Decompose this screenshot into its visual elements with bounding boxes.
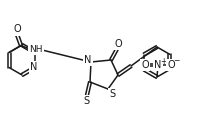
Text: O: O: [167, 60, 175, 70]
Text: O: O: [114, 39, 122, 49]
Text: NH: NH: [29, 45, 43, 54]
Text: S: S: [83, 96, 89, 106]
Text: N: N: [30, 63, 38, 72]
Text: S: S: [109, 89, 115, 99]
Text: N: N: [84, 55, 92, 65]
Text: +: +: [160, 57, 166, 65]
Text: O: O: [13, 24, 21, 34]
Text: −: −: [173, 57, 179, 65]
Text: O: O: [141, 60, 149, 70]
Text: N: N: [154, 60, 162, 70]
